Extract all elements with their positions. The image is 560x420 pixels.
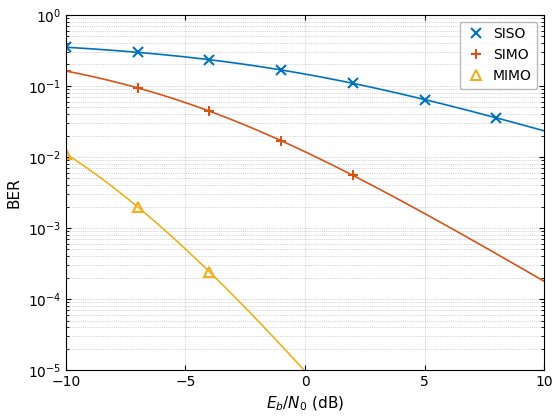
Line: SISO: SISO bbox=[61, 42, 501, 123]
SIMO bbox=[349, 173, 356, 178]
SIMO bbox=[278, 138, 284, 143]
MIMO bbox=[63, 151, 69, 156]
SISO bbox=[278, 68, 284, 73]
MIMO bbox=[134, 204, 141, 209]
SISO bbox=[421, 97, 428, 102]
Line: SIMO: SIMO bbox=[61, 66, 358, 180]
SIMO bbox=[134, 85, 141, 90]
SISO bbox=[493, 116, 500, 121]
SISO bbox=[349, 81, 356, 86]
Line: MIMO: MIMO bbox=[61, 149, 214, 277]
SISO bbox=[134, 50, 141, 55]
SIMO bbox=[206, 109, 213, 114]
SISO bbox=[63, 45, 69, 50]
SISO bbox=[206, 57, 213, 62]
Legend: SISO, SIMO, MIMO: SISO, SIMO, MIMO bbox=[460, 22, 537, 89]
Y-axis label: BER: BER bbox=[7, 177, 22, 208]
MIMO bbox=[206, 269, 213, 274]
SIMO bbox=[63, 68, 69, 74]
X-axis label: $E_b/N_0$ (dB): $E_b/N_0$ (dB) bbox=[266, 395, 344, 413]
